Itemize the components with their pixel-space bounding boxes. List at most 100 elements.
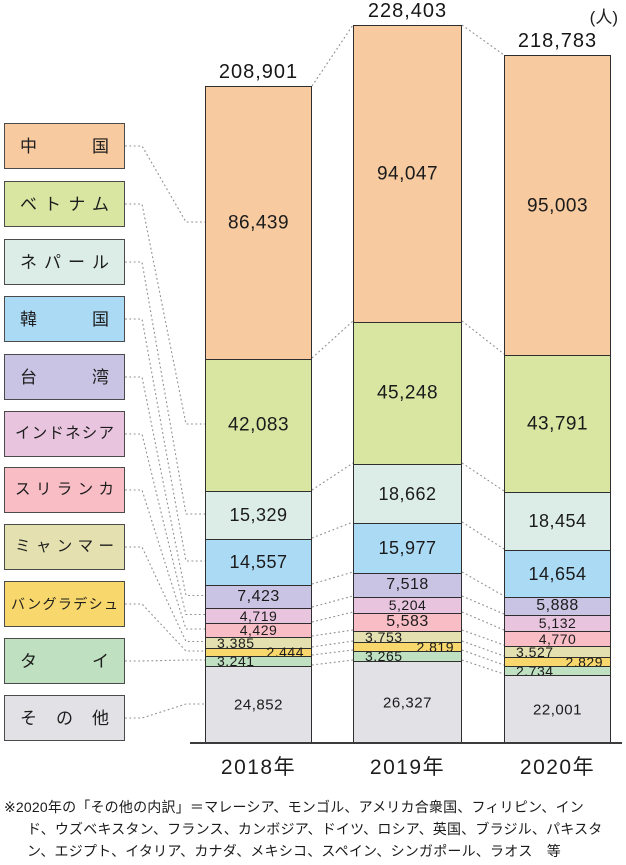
segment-中国 [505, 56, 610, 355]
segment-インドネシア [206, 608, 311, 623]
legend-item: ベトナム [4, 181, 125, 227]
legend-label: スリランカ [15, 481, 114, 499]
legend-item: スリランカ [4, 467, 125, 513]
legend-item: ミャンマー [4, 524, 125, 570]
leader-line-ネパール [125, 261, 205, 515]
connector-line [311, 521, 354, 539]
legend-label: タイ [20, 651, 109, 671]
segment-value-label: 86,439 [227, 212, 290, 234]
segment-スリランカ [206, 623, 311, 637]
segment-ベトナム [354, 322, 461, 464]
segment-value-label: 3,241 [217, 653, 255, 669]
axis-label-2019: 2019年 [369, 756, 446, 779]
segment-スリランカ [354, 613, 461, 631]
leader-line-スリランカ [125, 489, 205, 630]
legend-item: その他 [4, 695, 125, 741]
segment-タイ [206, 656, 311, 666]
segment-value-label: 24,852 [234, 696, 283, 714]
bar-2020年: 95,003 43,791 18,454 14,654 5,888 5,132 4,770 3… [504, 55, 611, 744]
connector-line [311, 571, 354, 585]
legend-item: 台湾 [4, 354, 125, 400]
segment-value-label: 4,719 [239, 607, 278, 624]
connector-line [461, 629, 505, 646]
segment-value-label: 18,454 [528, 511, 587, 531]
legend-label: 中国 [20, 136, 109, 156]
connector-line [461, 659, 505, 675]
bar-2018年: 86,439 42,083 15,329 14,557 7,423 4,719 4,429 3… [205, 86, 312, 744]
connector-line [461, 24, 505, 56]
connector-line [461, 462, 505, 492]
segment-value-label: 95,003 [526, 195, 589, 216]
segment-value-label: 3,527 [516, 643, 554, 660]
connector-line [461, 595, 505, 615]
footnote: ※2020年の「その他の内訳」＝マレーシア、モンゴル、アメリカ合衆国、フィリピン… [4, 796, 624, 862]
legend-label: ベトナム [20, 194, 109, 214]
segment-value-label: 26,327 [383, 694, 432, 711]
segment-value-label: 94,047 [376, 163, 439, 185]
segment-value-label: 3,753 [365, 628, 403, 645]
total-label-2019: 228,403 [367, 0, 448, 22]
legend-item: タイ [4, 638, 125, 684]
unit-label: (人) [589, 8, 618, 27]
legend-item: インドネシア [4, 411, 125, 457]
segment-ミャンマー [354, 631, 461, 642]
total-label-2020: 218,783 [517, 30, 598, 52]
segment-その他 [206, 666, 311, 744]
segment-value-label: 7,423 [237, 587, 280, 605]
x-axis-line [190, 742, 622, 744]
segment-value-label: 2,444 [266, 644, 304, 660]
segment-value-label: 5,888 [536, 597, 579, 614]
connector-line [311, 24, 354, 87]
footnote-line-1: ※2020年の「その他の内訳」＝マレーシア、モンゴル、アメリカ合衆国、フィリピン… [4, 799, 584, 815]
segment-台湾 [505, 597, 610, 615]
segment-ミャンマー [206, 637, 311, 648]
segment-value-label: 7,518 [386, 576, 429, 593]
segment-スリランカ [505, 631, 610, 646]
connector-line [311, 659, 354, 666]
legend-label: ネパール [20, 252, 109, 272]
footnote-line-2: ド、ウズベキスタン、フランス、カンボジア、ドイツ、ロシア、英国、ブラジル、パキス… [27, 821, 603, 837]
leader-line-韓国 [125, 318, 205, 562]
connector-line [461, 649, 505, 666]
segment-インドネシア [354, 597, 461, 613]
segment-value-label: 15,977 [378, 538, 437, 558]
leader-line-タイ [125, 659, 205, 662]
segment-その他 [354, 661, 461, 744]
segment-value-label: 3,265 [365, 648, 403, 664]
segment-インドネシア [505, 615, 610, 631]
segment-value-label: 2,829 [565, 653, 603, 670]
segment-value-label: 15,329 [229, 505, 288, 525]
segment-value-label: 42,083 [227, 414, 290, 436]
legend-item: 中国 [4, 123, 125, 169]
segment-バングラデシュ [505, 657, 610, 666]
segment-韓国 [354, 523, 461, 573]
connector-line [461, 521, 505, 550]
segment-その他 [505, 675, 610, 744]
leader-line-ミャンマー [125, 546, 205, 643]
segment-value-label: 5,583 [386, 613, 429, 630]
connector-line [461, 571, 505, 597]
total-label-2018: 208,901 [218, 61, 299, 83]
segment-value-label: 2,734 [516, 662, 554, 679]
segment-value-label: 14,654 [528, 563, 587, 584]
legend-item: ネパール [4, 239, 125, 285]
legend-label: インドネシア [15, 425, 114, 443]
segment-ベトナム [206, 359, 311, 491]
segment-タイ [505, 666, 610, 675]
segment-ネパール [354, 464, 461, 523]
segment-value-label: 18,662 [378, 483, 437, 504]
segment-台湾 [354, 573, 461, 597]
connector-line [311, 320, 354, 359]
connector-line [461, 640, 505, 657]
legend-label: バングラデシュ [11, 596, 118, 612]
legend-item: バングラデシュ [4, 581, 125, 627]
leader-line-バングラデシュ [125, 603, 205, 652]
leader-line-その他 [125, 703, 205, 719]
legend-label: ミャンマー [15, 538, 114, 556]
segment-ベトナム [505, 355, 610, 492]
segment-タイ [354, 651, 461, 661]
segment-ミャンマー [505, 646, 610, 657]
segment-value-label: 22,001 [533, 701, 582, 718]
leader-line-ベトナム [125, 203, 205, 425]
